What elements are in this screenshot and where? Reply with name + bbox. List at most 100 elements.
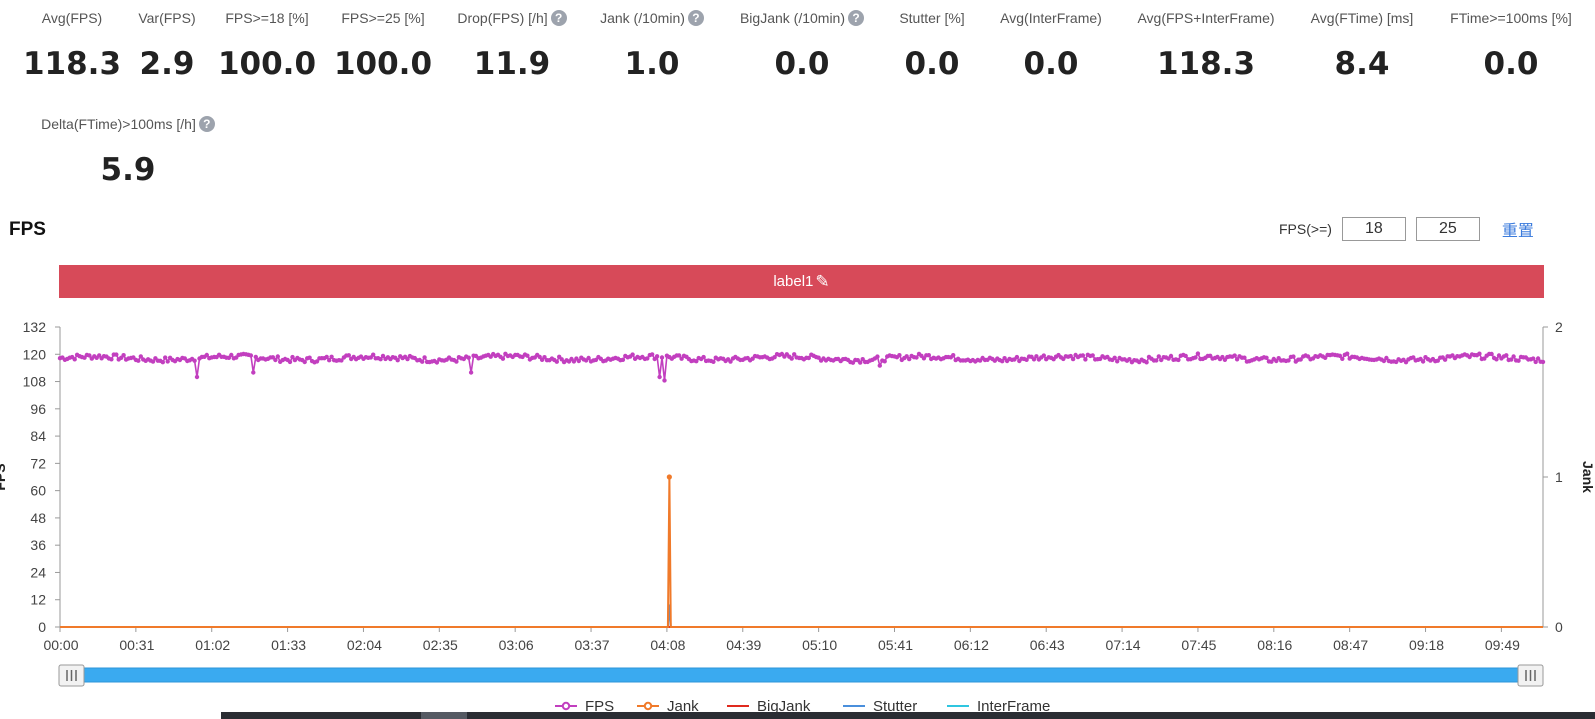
fps-point [914,355,919,360]
label-banner[interactable]: label1 ✎ [59,265,1544,298]
x-tick-label: 08:16 [1257,637,1292,653]
fps-point [806,355,811,361]
fps-point [1159,357,1164,363]
fps-threshold-input-1[interactable] [1341,217,1406,241]
series-stutter [60,604,1543,628]
fps-point [1482,356,1487,361]
y-tick-label: 24 [30,564,46,580]
fps-point [273,357,278,363]
fps-point [1442,357,1448,362]
metric-7: Stutter [%] 0.0 [832,10,1032,82]
x-tick-label: 00:31 [119,637,154,653]
help-icon[interactable]: ? [198,116,215,132]
fps-point [921,356,927,361]
y2-tick-label: 2 [1555,319,1563,335]
series-line-jank [60,476,1543,628]
fps-point [1504,353,1509,358]
fps-point [1041,353,1047,358]
metric-11: FTime>=100ms [%] 0.0 [1411,10,1595,82]
fps-point [302,359,307,365]
fps-point [405,356,410,362]
metric-label: FPS>=18 [%] [225,10,309,26]
fps-point [163,355,168,360]
fps-point [1068,353,1073,359]
slider-handle-right[interactable] [1517,664,1544,687]
fps-point [1031,357,1037,362]
help-icon[interactable]: ? [550,10,567,26]
fps-point [897,353,902,358]
y-tick-label: 84 [30,428,46,444]
x-tick-label: 06:43 [1030,637,1065,653]
taskbar-strip [221,712,1595,719]
fps-point [229,352,234,358]
metric-0: Avg(FPS) 118.3 [0,10,172,82]
legend-item-fps[interactable]: FPS [555,698,614,715]
time-range-slider[interactable] [58,664,1544,687]
legend-item-stutter[interactable]: Stutter [843,698,917,715]
legend-label: Stutter [873,698,917,715]
x-tick-label: 04:08 [650,637,685,653]
metric-12: Delta(FTime)>100ms [/h]? 5.9 [28,116,228,188]
fps-point [1511,354,1516,359]
jank-point [666,474,672,480]
metric-value: 0.0 [1023,46,1079,82]
fps-point [395,358,400,363]
fps-point [676,353,682,358]
metric-label: Avg(FPS+InterFrame) [1137,10,1275,26]
fps-point [114,352,119,357]
fps-point [1234,357,1240,362]
y-tick-label: 132 [23,319,47,335]
fps-point [500,356,506,361]
fps-point [877,363,882,368]
legend-item-bigjank[interactable]: BigJank [727,698,811,715]
fps-point [1345,351,1350,356]
fps-point [1127,357,1132,362]
metric-label: FPS>=25 [%] [341,10,425,26]
y-tick-label: 96 [30,401,46,417]
fps-point [875,354,880,359]
fps-point [789,356,794,361]
reset-link[interactable]: 重置 [1501,223,1534,240]
help-icon[interactable]: ? [687,10,704,26]
fps-point [1411,355,1416,360]
legend-item-interframe[interactable]: InterFrame [947,698,1050,715]
fps-point [537,354,542,360]
metric-value: 8.4 [1334,46,1390,82]
fps-point [571,359,577,364]
metric-label: Delta(FTime)>100ms [/h] [41,116,196,132]
metric-value: 0.0 [1483,46,1539,82]
help-icon[interactable]: ? [848,10,865,26]
series-jank [60,474,1543,628]
y-tick-label: 0 [38,619,46,635]
fps-point [620,357,626,362]
fps-point [1540,359,1546,365]
slider-track[interactable] [59,667,1544,683]
x-tick-label: 02:35 [423,637,458,653]
fps-point [136,358,141,363]
fps-point [1115,359,1120,364]
series-fps [57,351,1546,383]
edit-pencil-icon[interactable]: ✎ [815,271,830,291]
fps-point [711,359,716,364]
slider-handle-left[interactable] [58,664,85,687]
y-tick-label: 36 [30,537,46,553]
fps-point [1014,354,1020,360]
fps-point [290,354,295,360]
legend-item-jank[interactable]: Jank [637,698,699,715]
fps-point [1337,353,1343,358]
y-tick-label: 60 [30,483,46,499]
metric-value: 0.0 [774,46,830,82]
fps-point [679,356,684,361]
fps-point [654,354,660,359]
fps-threshold-filter: FPS(>=) 重置 [1279,217,1534,241]
fps-point [1034,354,1039,359]
fps-point [951,353,956,358]
metric-label: Avg(InterFrame) [1000,10,1102,26]
fps-threshold-input-2[interactable] [1415,217,1480,241]
metric-label: FTime>=100ms [%] [1450,10,1572,26]
fps-point [1381,358,1387,364]
metric-10: Avg(FTime) [ms] 8.4 [1262,10,1462,82]
metric-value: 5.9 [100,152,156,188]
fps-point [1232,353,1237,358]
